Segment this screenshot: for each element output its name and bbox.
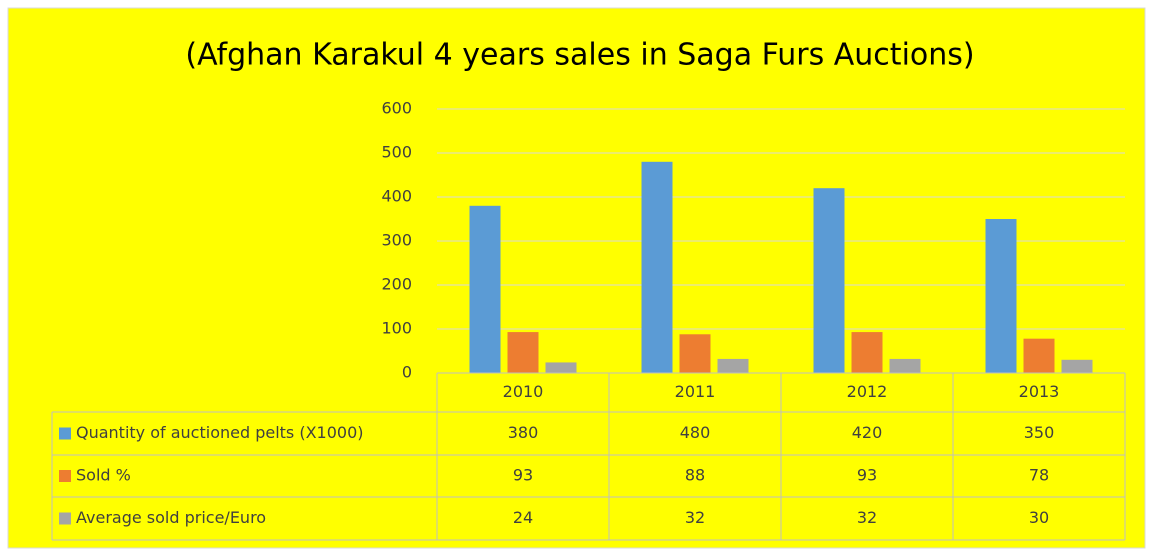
legend-label: Average sold price/Euro <box>76 508 266 527</box>
chart-area <box>7 7 1146 549</box>
bar <box>1061 359 1093 373</box>
y-tick-label: 200 <box>381 275 412 294</box>
bar <box>641 161 673 373</box>
table-cell: 32 <box>857 508 877 527</box>
legend-key <box>59 470 71 482</box>
x-tick-label: 2012 <box>847 382 888 401</box>
bar <box>545 362 577 373</box>
bar <box>985 219 1017 373</box>
x-tick-label: 2010 <box>503 382 544 401</box>
bar <box>469 205 501 373</box>
table-cell: 93 <box>513 466 533 485</box>
table-cell: 480 <box>680 423 711 442</box>
y-tick-label: 400 <box>381 187 412 206</box>
x-tick-label: 2013 <box>1019 382 1060 401</box>
table-cell: 380 <box>508 423 539 442</box>
bar <box>851 332 883 373</box>
bar <box>889 358 921 373</box>
y-tick-label: 0 <box>402 363 412 382</box>
table-cell: 88 <box>685 466 705 485</box>
bar <box>507 332 539 373</box>
table-cell: 30 <box>1029 508 1049 527</box>
table-cell: 350 <box>1024 423 1055 442</box>
legend-label: Quantity of auctioned pelts (X1000) <box>76 423 364 442</box>
chart-title: (Afghan Karakul 4 years sales in Saga Fu… <box>185 38 974 73</box>
legend-key <box>59 427 71 440</box>
y-tick-label: 300 <box>381 231 412 250</box>
legend-label: Sold % <box>76 466 131 485</box>
legend-key <box>59 512 71 525</box>
y-tick-label: 500 <box>381 143 412 162</box>
bar <box>813 188 845 373</box>
bar <box>679 334 711 373</box>
table-cell: 24 <box>513 508 533 527</box>
table-cell: 93 <box>857 466 877 485</box>
table-cell: 32 <box>685 508 705 527</box>
x-tick-label: 2011 <box>675 382 716 401</box>
y-tick-label: 100 <box>381 319 412 338</box>
y-tick-label: 600 <box>381 99 412 118</box>
bar <box>717 358 749 373</box>
table-cell: 420 <box>852 423 883 442</box>
table-cell: 78 <box>1029 466 1049 485</box>
bar <box>1023 338 1055 373</box>
